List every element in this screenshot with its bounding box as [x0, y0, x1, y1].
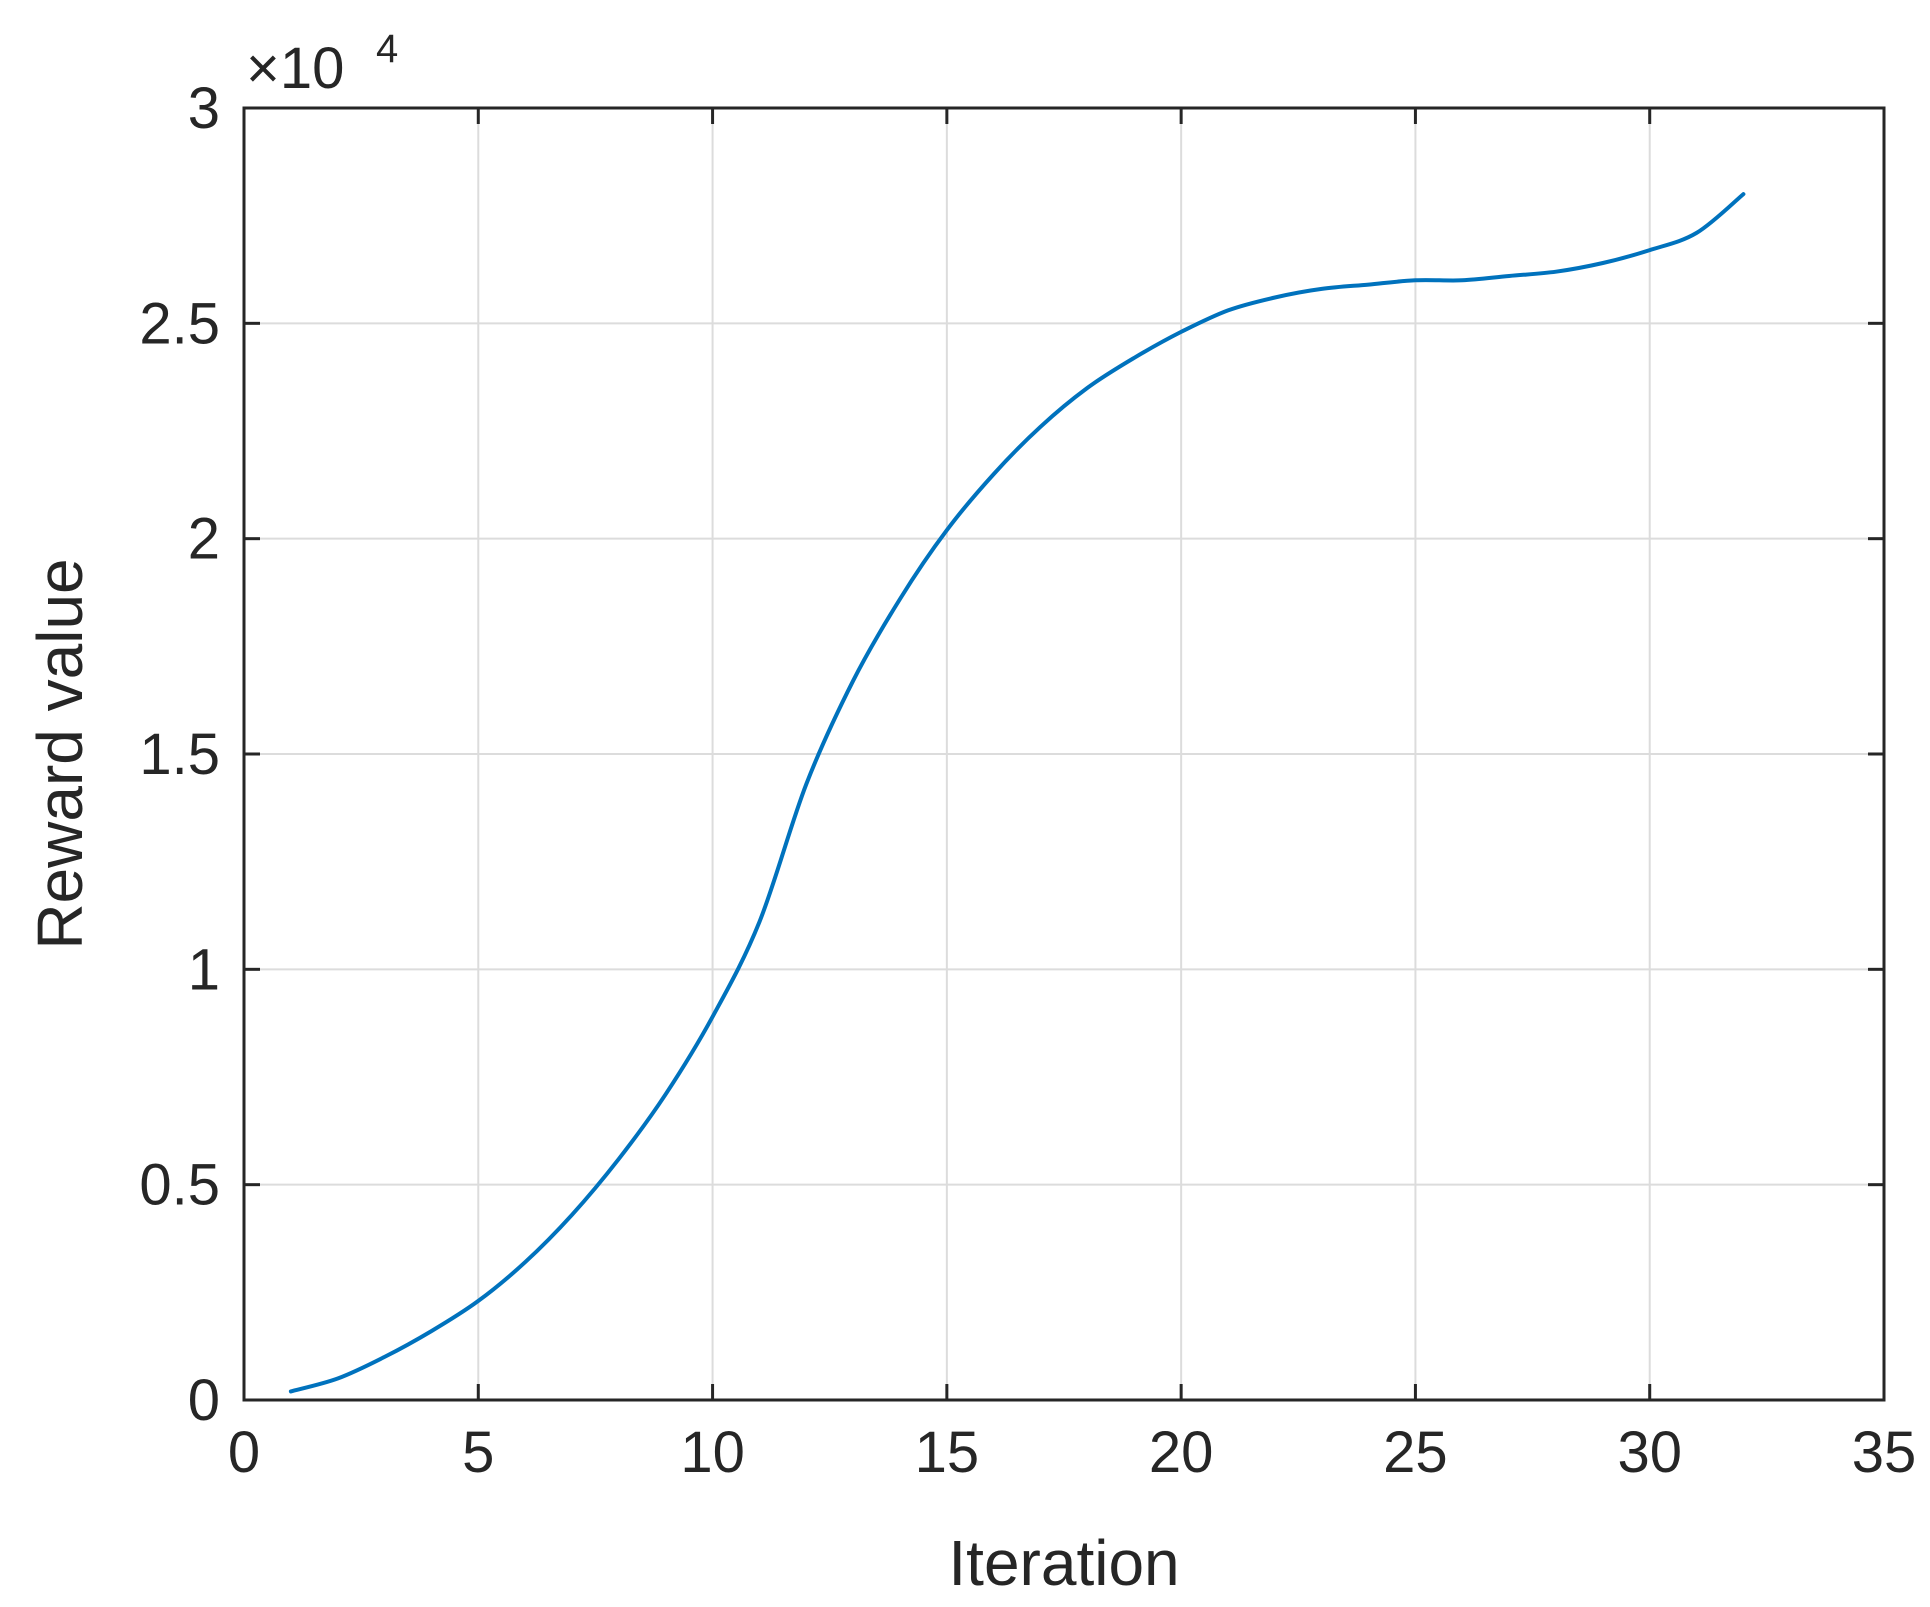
y-axis-label: Reward value	[24, 558, 96, 949]
ticks	[242, 106, 1886, 1402]
x-tick-label: 15	[915, 1420, 980, 1485]
y-tick-label: 3	[188, 76, 220, 141]
y-tick-label: 2	[188, 507, 220, 572]
y-tick-label: 0.5	[139, 1153, 220, 1218]
x-tick-label: 35	[1852, 1420, 1917, 1485]
x-tick-label: 25	[1383, 1420, 1448, 1485]
x-tick-label: 10	[680, 1420, 745, 1485]
y-exponent-power: 4	[376, 27, 398, 71]
y-tick-label: 2.5	[139, 291, 220, 356]
y-exponent-multiplier: ×10	[246, 36, 344, 101]
series-line-0	[288, 192, 1746, 1394]
x-tick-label: 5	[462, 1420, 494, 1485]
series-layer	[288, 192, 1746, 1394]
x-tick-label: 30	[1617, 1420, 1682, 1485]
grid-lines	[244, 108, 1884, 1400]
x-tick-label: 20	[1149, 1420, 1214, 1485]
y-tick-label: 1.5	[139, 722, 220, 787]
y-tick-label: 1	[188, 937, 220, 1002]
x-axis-label: Iteration	[948, 1527, 1179, 1599]
x-tick-label: 0	[228, 1420, 260, 1485]
y-tick-label: 0	[188, 1368, 220, 1433]
tick-labels: 0 5 10 15 20 25 30 35 0 0.5 1 1.5 2 2.5 3	[139, 76, 1916, 1485]
